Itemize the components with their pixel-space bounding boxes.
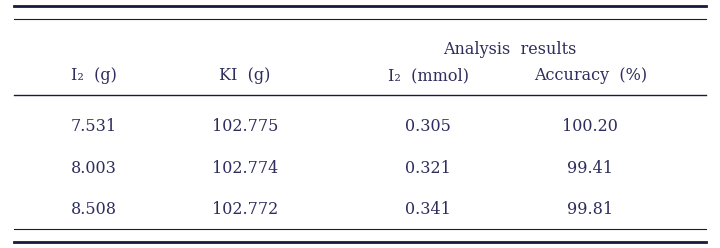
Text: 0.321: 0.321 — [405, 160, 451, 177]
Text: 102.775: 102.775 — [212, 118, 278, 135]
Text: 99.81: 99.81 — [567, 201, 613, 218]
Text: 100.20: 100.20 — [562, 118, 618, 135]
Text: 0.341: 0.341 — [405, 201, 451, 218]
Text: 99.41: 99.41 — [567, 160, 613, 177]
Text: 7.531: 7.531 — [71, 118, 117, 135]
Text: KI  (g): KI (g) — [219, 67, 271, 84]
Text: Accuracy  (%): Accuracy (%) — [534, 67, 647, 84]
Text: 0.305: 0.305 — [405, 118, 451, 135]
Text: 102.774: 102.774 — [212, 160, 278, 177]
Text: Analysis  results: Analysis results — [443, 41, 576, 58]
Text: I₂  (mmol): I₂ (mmol) — [388, 67, 469, 84]
Text: 8.003: 8.003 — [71, 160, 117, 177]
Text: 8.508: 8.508 — [71, 201, 117, 218]
Text: I₂  (g): I₂ (g) — [71, 67, 117, 84]
Text: 102.772: 102.772 — [212, 201, 278, 218]
